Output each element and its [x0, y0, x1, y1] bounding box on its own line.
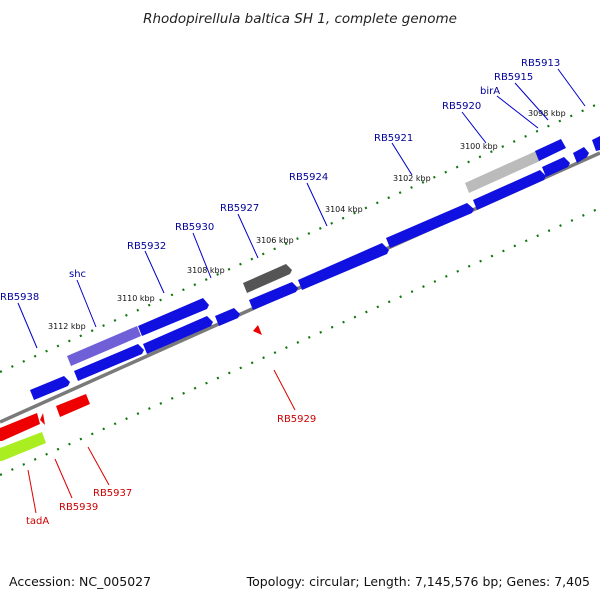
genome-summary: Topology: circular; Length: 7,145,576 bp… — [246, 574, 590, 589]
gene-arrow[interactable] — [74, 344, 144, 381]
forward-genes-inner — [30, 147, 589, 400]
accession-label: Accession: NC_005027 — [9, 574, 151, 589]
gene-label[interactable]: birA — [480, 86, 500, 97]
gene-arrow[interactable] — [215, 308, 240, 326]
gene-label[interactable]: RB5938 — [0, 292, 39, 303]
gene-label[interactable]: RB5929 — [277, 414, 316, 425]
map-title: Rhodopirellula baltica SH 1, complete ge… — [143, 11, 457, 27]
gene-label[interactable]: tadA — [26, 516, 49, 527]
gene-label[interactable]: RB5921 — [374, 133, 413, 144]
scale-label: 3098 kbp — [528, 109, 566, 118]
gene-label[interactable]: RB5924 — [289, 172, 328, 183]
upper-tick-track — [0, 101, 600, 374]
scale-label: 3104 kbp — [325, 205, 363, 214]
gene-label[interactable]: RB5932 — [127, 241, 166, 252]
gene-arrow[interactable] — [386, 203, 474, 248]
gene-arrow[interactable] — [473, 170, 546, 210]
gene-arrow[interactable] — [0, 432, 46, 461]
gene-arrow[interactable] — [40, 413, 45, 425]
gene-arrow[interactable] — [573, 147, 589, 163]
gene-arrow[interactable] — [138, 298, 209, 336]
leader-lines-reverse — [27, 369, 296, 514]
scale-label: 3106 kbp — [256, 236, 294, 245]
gene-label[interactable]: RB5927 — [220, 203, 259, 214]
gene-arrow[interactable] — [143, 316, 213, 354]
scale-label: 3100 kbp — [460, 142, 498, 151]
gene-arrow[interactable] — [592, 136, 600, 151]
reverse-genes — [0, 325, 262, 461]
gene-arrow[interactable] — [243, 264, 292, 293]
gene-label[interactable]: RB5920 — [442, 101, 481, 112]
lower-tick-track — [0, 206, 600, 477]
gene-arrow[interactable] — [535, 139, 566, 161]
gene-arrow[interactable] — [542, 157, 570, 177]
scale-label: 3108 kbp — [187, 266, 225, 275]
scale-label: 3112 kbp — [48, 322, 86, 331]
forward-genes-outer — [67, 136, 600, 366]
gene-label[interactable]: RB5937 — [93, 488, 132, 499]
forward-gene-labels: RB5913 RB5915 birA RB5920 RB5921 RB5924 … — [0, 58, 560, 303]
gene-arrow[interactable] — [67, 326, 141, 366]
gene-label[interactable]: shc — [69, 269, 86, 280]
gene-label[interactable]: RB5939 — [59, 502, 98, 513]
leader-lines-forward — [17, 68, 586, 349]
scale-labels: 3098 kbp 3100 kbp 3102 kbp 3104 kbp 3106… — [48, 109, 566, 331]
gene-arrow[interactable] — [56, 394, 90, 417]
gene-arrow[interactable] — [298, 243, 389, 290]
gene-arrow[interactable] — [30, 376, 70, 400]
scale-label: 3110 kbp — [117, 294, 155, 303]
gene-arrow[interactable] — [465, 151, 540, 193]
gene-label[interactable]: RB5913 — [521, 58, 560, 69]
gene-arrow[interactable] — [0, 413, 40, 441]
scale-label: 3102 kbp — [393, 174, 431, 183]
reverse-gene-labels: RB5929 RB5937 RB5939 tadA — [26, 414, 316, 527]
gene-arrow[interactable] — [249, 282, 298, 310]
gene-label[interactable]: RB5930 — [175, 222, 214, 233]
gene-label[interactable]: RB5915 — [494, 72, 533, 83]
gene-arrow[interactable] — [253, 325, 262, 335]
